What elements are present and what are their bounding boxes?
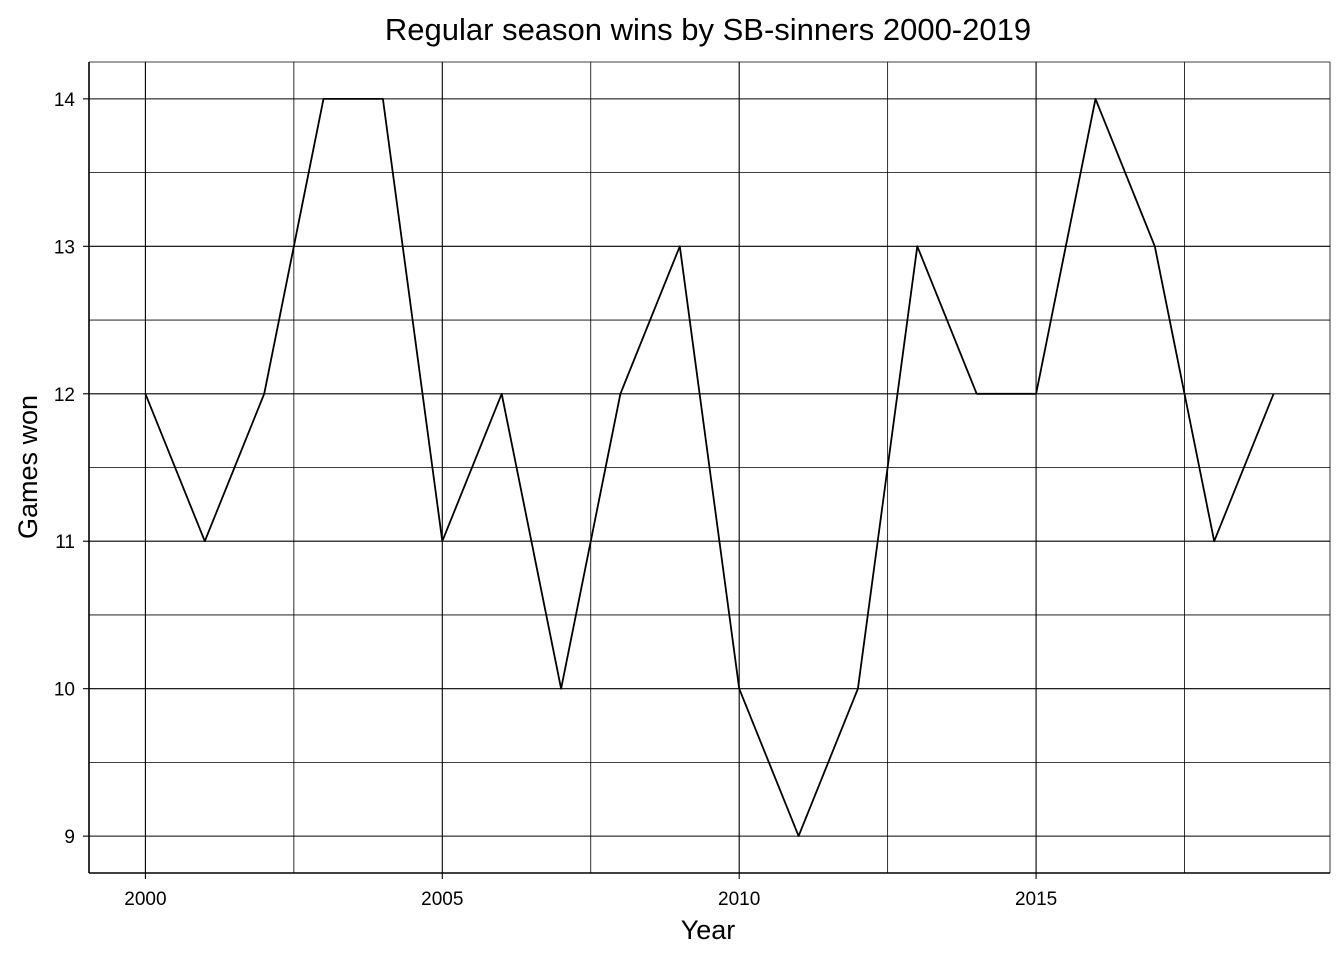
grid bbox=[89, 61, 1331, 873]
chart-title: Regular season wins by SB-sinners 2000-2… bbox=[385, 12, 1031, 47]
y-tick-label: 9 bbox=[64, 827, 75, 848]
y-tick-label: 13 bbox=[54, 237, 75, 258]
y-axis-ticks: 9 10 11 12 13 14 bbox=[54, 90, 89, 848]
y-tick-label: 12 bbox=[54, 385, 75, 406]
y-axis-title: Games won bbox=[13, 395, 43, 539]
x-axis-ticks: 2000 2005 2010 2015 bbox=[124, 873, 1057, 910]
x-tick-label: 2000 bbox=[124, 889, 166, 910]
y-tick-label: 10 bbox=[54, 680, 75, 701]
x-tick-label: 2005 bbox=[421, 889, 463, 910]
x-tick-label: 2015 bbox=[1015, 889, 1057, 910]
y-tick-label: 11 bbox=[55, 532, 75, 553]
series-group bbox=[144, 98, 1275, 837]
x-axis-title: Year bbox=[681, 915, 736, 945]
series-line bbox=[144, 98, 1275, 837]
axes bbox=[88, 62, 1330, 874]
y-tick-label: 14 bbox=[54, 90, 76, 111]
x-tick-label: 2010 bbox=[718, 889, 760, 910]
